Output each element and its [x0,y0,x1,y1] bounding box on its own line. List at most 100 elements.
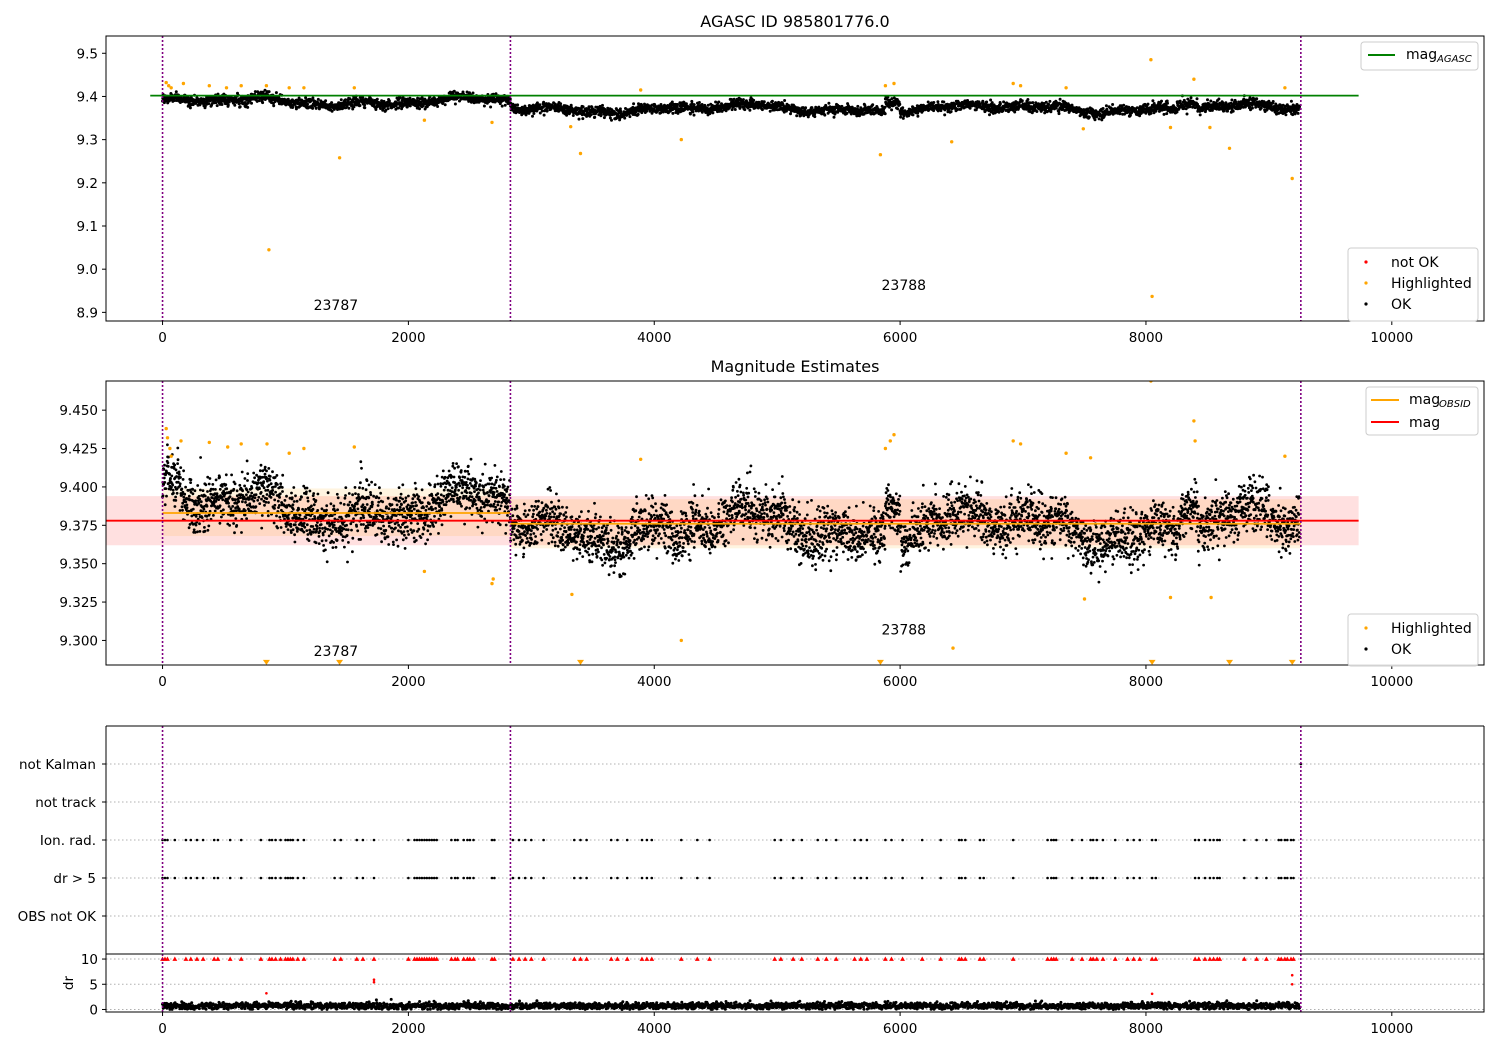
ok-point [743,108,747,112]
ok-point [503,103,507,107]
highlighted-point [1168,125,1173,130]
y-tick-label: 8.9 [77,305,98,321]
ok-point [201,489,205,492]
ok-point [218,487,222,491]
ok-point [599,114,603,118]
ok-point [240,470,244,474]
ok-point [245,459,249,463]
ok-point [1175,110,1179,114]
ok-point [283,499,287,502]
ok-point [164,487,168,490]
ok-point [489,105,493,109]
ok-point [1149,111,1153,115]
ok-point [883,105,887,109]
ok-point [257,495,261,499]
ok-point [856,104,860,108]
ok-point [166,443,169,447]
ok-point [1198,113,1202,117]
ok-point [227,505,231,508]
ok-point [795,114,799,118]
ok-point [243,484,247,488]
ok-point [306,499,310,503]
ok-point [312,492,316,495]
highlighted-point [224,86,229,90]
ok-point [593,115,597,119]
highlighted-point [207,84,211,88]
ok-point [401,96,405,100]
ok-point [198,530,202,533]
highlighted-point [950,140,954,144]
ok-point [348,97,352,101]
ok-point [671,111,675,115]
ok-point [985,100,989,104]
ok-point [240,531,243,534]
ok-point [197,502,201,505]
ok-point [298,498,302,501]
ok-point [307,539,311,542]
legend-label-mag: mag [1406,47,1437,63]
ok-point [1230,98,1234,102]
ok-point [581,117,585,121]
ok-point [458,99,461,103]
ok-point [302,522,306,525]
ok-point [314,499,318,502]
ok-point [311,96,315,100]
ok-point [258,469,262,473]
ok-point [1101,107,1105,110]
ok-point [1254,105,1258,109]
ok-point [171,483,175,487]
ok-point [531,114,534,118]
ok-point [168,472,172,476]
ok-point [308,528,312,532]
ok-point [252,471,256,475]
ok-point [1035,110,1039,113]
ok-point [248,497,251,501]
ok-point [206,490,209,493]
ok-point [1231,109,1235,113]
ok-point [1111,103,1115,106]
ok-point [545,109,549,113]
ok-point [1165,112,1169,116]
ok-point [246,479,249,482]
ok-point [1093,118,1097,122]
x-tick-label: 10000 [1370,330,1413,346]
legend-lines: mag AGASC [1360,41,1479,71]
ok-point [823,113,827,117]
ok-point [1209,99,1213,103]
ok-point [303,525,307,529]
highlighted-point [267,248,271,252]
ok-point [250,491,254,495]
ok-point [482,104,486,108]
ok-point [1284,113,1288,117]
ok-point [170,474,174,478]
ok-point [304,96,308,100]
ok-point [215,492,219,496]
ok-point [692,103,696,107]
ok-point [272,521,276,525]
ok-point [286,528,290,531]
ok-point [183,492,187,496]
ok-point [265,497,269,500]
ok-point [212,514,215,517]
ok-point [516,103,520,107]
ok-point [553,102,557,106]
chart-title: Magnitude Estimates [711,357,880,376]
ok-point [184,500,188,504]
ok-point [215,104,219,108]
ok-point [305,490,308,494]
highlighted-point [264,84,269,88]
ok-point [163,463,166,467]
ok-point [1118,112,1122,116]
ok-point [181,478,185,481]
ok-point [176,446,180,450]
ok-point [324,99,328,103]
ok-point [916,114,920,118]
ok-point [339,98,343,102]
ok-point [231,513,235,517]
ok-point [298,513,302,517]
ok-point [623,116,627,120]
ok-point [380,99,384,103]
highlighted-point [1064,86,1068,90]
ok-point [211,483,215,486]
